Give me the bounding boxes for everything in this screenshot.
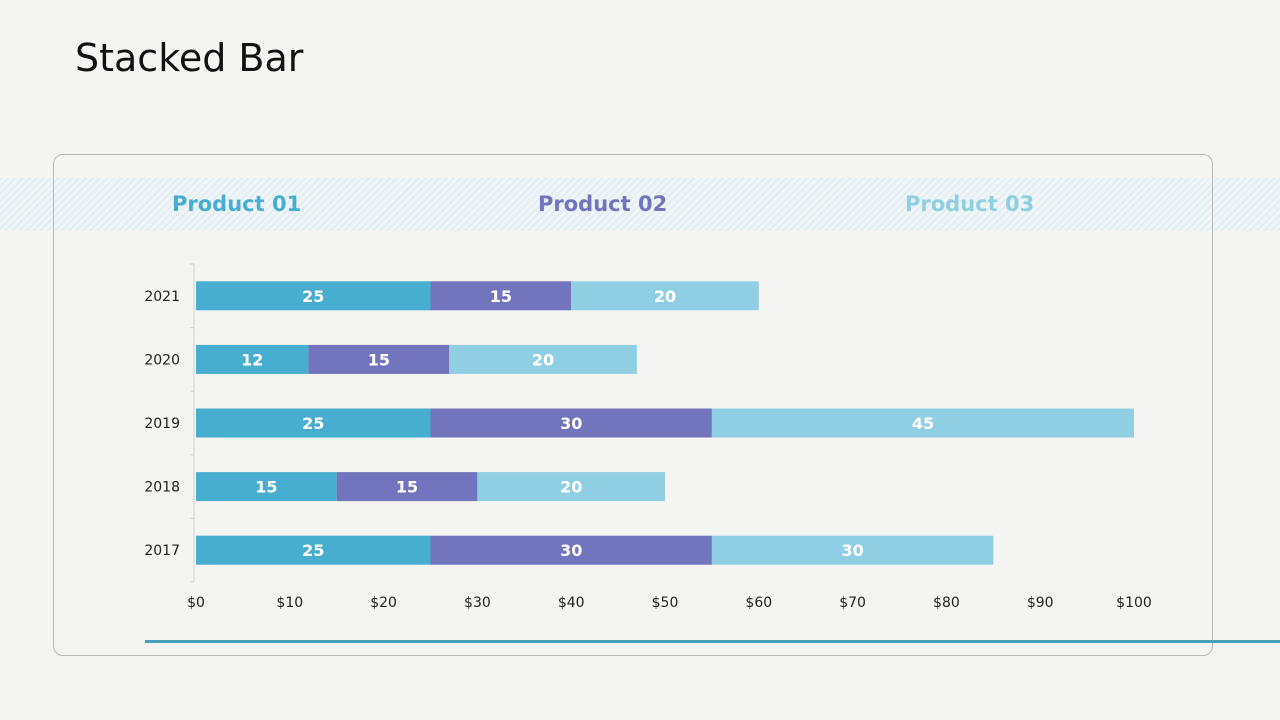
bar-label-2017-product-01: 25 [302,541,324,560]
bar-label-2020-product-03: 20 [532,350,554,369]
bar-2017-product-03 [711,535,994,565]
x-tick-label: $70 [839,595,866,611]
x-tick-label: $30 [464,595,491,611]
legend-product-03: Product 03 [905,192,1035,216]
bar-2018-product-03 [477,472,665,502]
bar-label-2018-product-01: 15 [255,478,277,497]
bar-label-2021-product-01: 25 [302,287,324,306]
bar-2018-product-01 [196,472,337,502]
legend-product-01: Product 01 [172,192,302,216]
y-tick-label-2021: 2021 [144,289,180,305]
bar-2017-product-01 [196,535,431,565]
bar-label-2020-product-01: 12 [241,350,263,369]
bar-2021-product-03 [571,281,759,311]
x-tick-label: $40 [558,595,585,611]
x-tick-label: $20 [370,595,397,611]
bar-2019-product-01 [196,408,431,438]
bar-label-2018-product-03: 20 [560,478,582,497]
bar-2020-product-02 [308,344,450,374]
bar-label-2021-product-03: 20 [654,287,676,306]
bar-2021-product-01 [196,281,431,311]
x-tick-label: $80 [933,595,960,611]
bar-2020-product-01 [196,344,309,374]
bar-2019-product-02 [430,408,712,438]
y-tick-label-2020: 2020 [144,352,180,368]
bar-label-2017-product-02: 30 [560,541,582,560]
x-tick-label: $60 [745,595,772,611]
x-tick-label: $0 [187,595,205,611]
bar-2020-product-03 [449,344,637,374]
bar-label-2019-product-03: 45 [912,414,934,433]
bar-label-2019-product-01: 25 [302,414,324,433]
chart-frame [53,154,1213,656]
slide-title: Stacked Bar [75,36,304,80]
bar-label-2021-product-02: 15 [490,287,512,306]
bar-2017-product-02 [430,535,712,565]
bar-2021-product-02 [430,281,572,311]
x-tick-label: $10 [276,595,303,611]
legend-product-02: Product 02 [538,192,668,216]
bar-label-2020-product-02: 15 [368,350,390,369]
y-tick-label-2019: 2019 [144,416,180,432]
y-tick-label-2017: 2017 [144,543,180,559]
bar-2018-product-02 [336,472,478,502]
bar-label-2018-product-02: 15 [396,478,418,497]
y-tick-label-2018: 2018 [144,480,180,496]
accent-line [145,640,1280,643]
legend-band [0,178,1280,231]
bar-label-2019-product-02: 30 [560,414,582,433]
bar-label-2017-product-03: 30 [841,541,863,560]
x-tick-label: $50 [652,595,679,611]
x-tick-label: $100 [1116,595,1152,611]
x-tick-label: $90 [1027,595,1054,611]
bar-2019-product-03 [711,408,1134,438]
